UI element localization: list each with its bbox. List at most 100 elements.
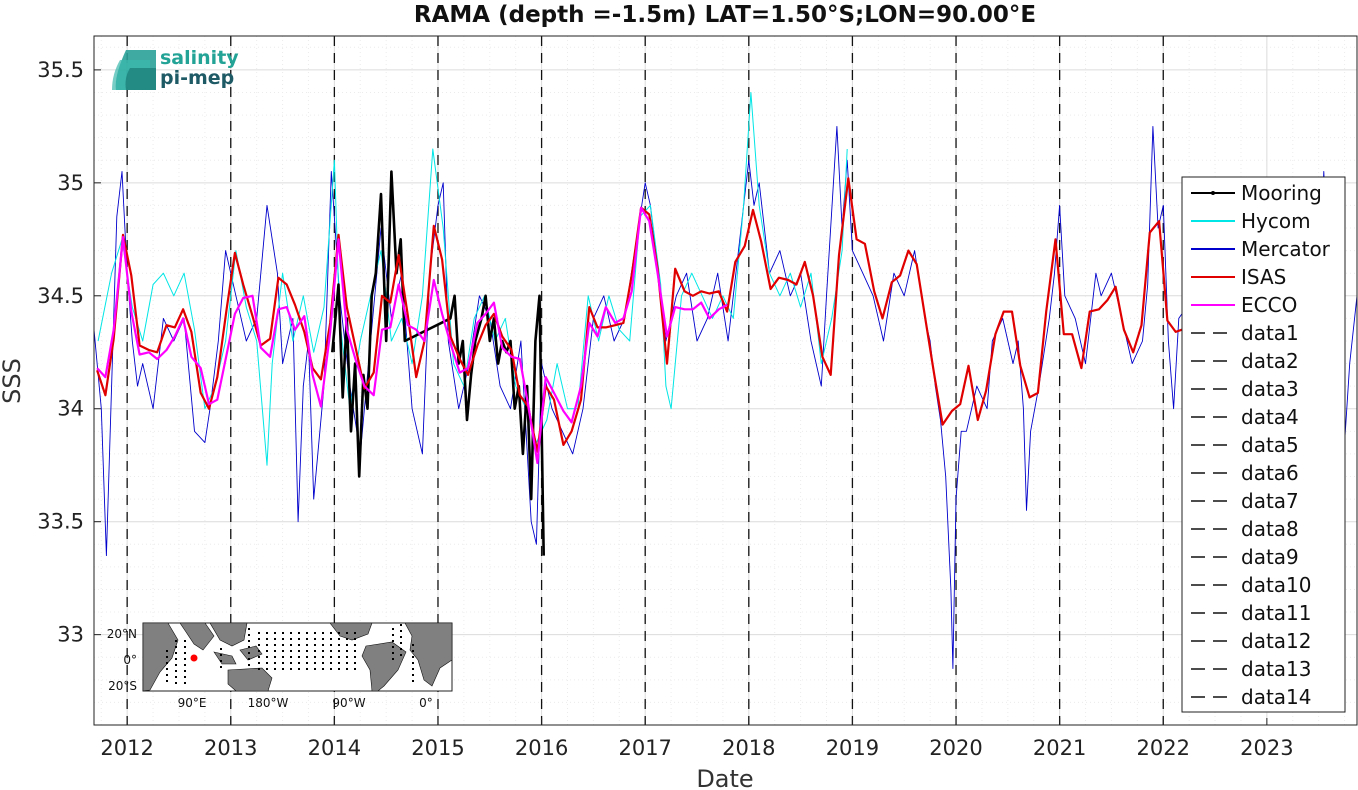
array-dot bbox=[184, 670, 186, 672]
array-dot bbox=[314, 650, 316, 652]
array-dot bbox=[298, 656, 300, 658]
y-tick-label: 34.5 bbox=[37, 284, 84, 308]
x-tick-label: 2014 bbox=[308, 736, 361, 760]
array-dot bbox=[400, 648, 402, 650]
array-dot bbox=[248, 652, 250, 654]
plot-frame bbox=[93, 35, 1358, 726]
array-dot bbox=[354, 638, 356, 640]
array-dot bbox=[166, 668, 168, 670]
array-dot bbox=[184, 676, 186, 678]
array-dot bbox=[412, 668, 414, 670]
y-tick-label: 35.5 bbox=[37, 58, 84, 82]
array-dot bbox=[412, 650, 414, 652]
legend-item-data3: data3 bbox=[1191, 377, 1299, 401]
legend-item-ecco: ECCO bbox=[1191, 293, 1297, 317]
series-line-mercator bbox=[93, 125, 1358, 669]
array-dot bbox=[400, 636, 402, 638]
array-dot bbox=[274, 662, 276, 664]
array-dot bbox=[290, 650, 292, 652]
array-dot bbox=[166, 650, 168, 652]
array-dot bbox=[274, 656, 276, 658]
array-dot bbox=[392, 652, 394, 654]
array-dot bbox=[354, 644, 356, 646]
array-dot bbox=[306, 632, 308, 634]
array-dot bbox=[258, 632, 260, 634]
mooring-array-dots bbox=[166, 624, 414, 684]
array-dot bbox=[220, 654, 222, 656]
array-dot bbox=[338, 638, 340, 640]
array-dot bbox=[166, 656, 168, 658]
inset-map: 20°N 0° 20°S 90°E 180°W 90°W 0° bbox=[107, 622, 453, 710]
array-dot bbox=[248, 634, 250, 636]
array-dot bbox=[346, 638, 348, 640]
array-dot bbox=[166, 680, 168, 682]
array-dot bbox=[266, 662, 268, 664]
array-dot bbox=[175, 652, 177, 654]
salinity-pimep-logo: salinity pi-mep bbox=[112, 47, 239, 90]
legend-item-data10: data10 bbox=[1191, 573, 1312, 597]
array-dot bbox=[338, 632, 340, 634]
x-tick-label: 2012 bbox=[100, 736, 153, 760]
array-dot bbox=[266, 644, 268, 646]
x-tick-label: 2017 bbox=[618, 736, 671, 760]
inset-lon-label-4: 0° bbox=[419, 696, 433, 710]
chart-title: RAMA (depth =-1.5m) LAT=1.50°S;LON=90.00… bbox=[414, 2, 1036, 28]
array-dot bbox=[175, 682, 177, 684]
y-tick-label: 35 bbox=[57, 171, 84, 195]
legend-item-data5: data5 bbox=[1191, 433, 1299, 457]
legend-label: data4 bbox=[1241, 405, 1299, 429]
inset-map-land bbox=[142, 622, 453, 692]
legend-item-data12: data12 bbox=[1191, 629, 1312, 653]
array-dot bbox=[314, 662, 316, 664]
array-dot bbox=[282, 650, 284, 652]
array-dot bbox=[290, 668, 292, 670]
array-dot bbox=[248, 664, 250, 666]
array-dot bbox=[175, 676, 177, 678]
array-dot bbox=[274, 668, 276, 670]
array-dot bbox=[298, 632, 300, 634]
array-dot bbox=[330, 644, 332, 646]
array-dot bbox=[248, 640, 250, 642]
array-dot bbox=[258, 656, 260, 658]
axis-ticks: 33 33.5 34 34.5 35 35.5 2012 2013 2014 2015 2016 20… bbox=[37, 58, 1293, 760]
array-dot bbox=[346, 656, 348, 658]
series-line-ecco bbox=[96, 206, 728, 465]
array-dot bbox=[175, 658, 177, 660]
array-dot bbox=[346, 632, 348, 634]
array-dot bbox=[338, 656, 340, 658]
array-dot bbox=[314, 638, 316, 640]
array-dot bbox=[330, 668, 332, 670]
array-dot bbox=[306, 668, 308, 670]
array-dot bbox=[166, 662, 168, 664]
array-dot bbox=[274, 650, 276, 652]
x-tick-label: 2023 bbox=[1240, 736, 1293, 760]
array-dot bbox=[298, 662, 300, 664]
array-dot bbox=[282, 632, 284, 634]
array-dot bbox=[392, 646, 394, 648]
legend-item-hycom: Hycom bbox=[1191, 209, 1311, 233]
array-dot bbox=[166, 674, 168, 676]
array-dot bbox=[274, 644, 276, 646]
array-dot bbox=[330, 656, 332, 658]
array-dot bbox=[175, 646, 177, 648]
array-dot bbox=[330, 632, 332, 634]
legend-label: ISAS bbox=[1241, 265, 1286, 289]
inset-lat-label-1: 20°N bbox=[107, 627, 137, 641]
x-tick-label: 2016 bbox=[515, 736, 568, 760]
legend: Mooring Hycom Mercator ISAS ECCO data1 data2 da… bbox=[1181, 176, 1346, 713]
array-dot bbox=[322, 644, 324, 646]
legend-item-data4: data4 bbox=[1191, 405, 1299, 429]
array-dot bbox=[298, 638, 300, 640]
array-dot bbox=[184, 682, 186, 684]
array-dot bbox=[412, 656, 414, 658]
array-dot bbox=[322, 662, 324, 664]
array-dot bbox=[346, 668, 348, 670]
array-dot bbox=[322, 650, 324, 652]
array-dot bbox=[346, 644, 348, 646]
legend-label: data5 bbox=[1241, 433, 1299, 457]
logo-line1: salinity bbox=[160, 47, 239, 69]
array-dot bbox=[314, 632, 316, 634]
array-dot bbox=[282, 656, 284, 658]
